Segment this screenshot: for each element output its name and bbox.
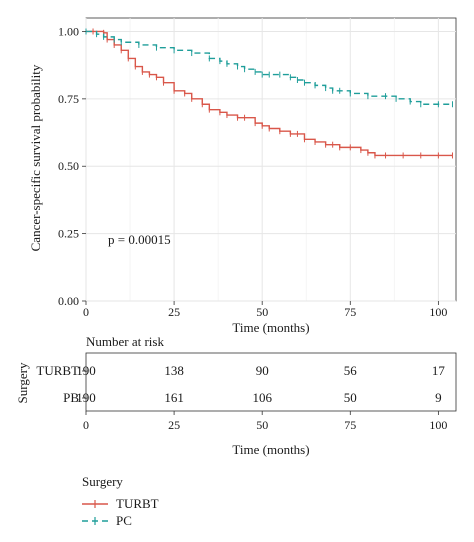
legend-title: Surgery bbox=[82, 474, 123, 489]
risk-x-tick-label: 0 bbox=[83, 418, 89, 432]
risk-table-title: Number at risk bbox=[86, 334, 164, 349]
risk-table-y-label: Surgery bbox=[15, 362, 30, 403]
plot-grid bbox=[85, 18, 456, 302]
risk-row-label-pb: PB bbox=[63, 390, 79, 405]
risk-row-label-turbt: TURBT bbox=[36, 363, 79, 378]
y-axis-ticks: 0.00 0.25 0.50 0.75 1.00 bbox=[58, 24, 86, 308]
x-tick-label: 100 bbox=[429, 305, 447, 319]
x-tick-label: 0 bbox=[83, 305, 89, 319]
risk-table-x-label: Time (months) bbox=[232, 442, 309, 457]
risk-table-border bbox=[85, 352, 457, 412]
y-axis-label: Cancer-specific survival probability bbox=[28, 64, 43, 251]
y-tick-label: 0.25 bbox=[58, 227, 79, 241]
risk-count: 17 bbox=[432, 363, 446, 378]
y-tick-label: 0.75 bbox=[58, 92, 79, 106]
risk-count: 161 bbox=[164, 390, 184, 405]
p-value-annotation: p = 0.00015 bbox=[108, 232, 171, 247]
risk-count: 50 bbox=[344, 390, 357, 405]
risk-count: 9 bbox=[435, 390, 442, 405]
risk-count: 90 bbox=[256, 363, 269, 378]
risk-count: 190 bbox=[76, 363, 96, 378]
risk-x-tick-label: 75 bbox=[344, 418, 356, 432]
risk-count: 190 bbox=[76, 390, 96, 405]
risk-x-tick-label: 25 bbox=[168, 418, 180, 432]
x-tick-label: 25 bbox=[168, 305, 180, 319]
y-tick-label: 0.00 bbox=[58, 294, 79, 308]
legend-items: TURBT PC bbox=[82, 496, 159, 528]
x-tick-label: 50 bbox=[256, 305, 268, 319]
x-tick-label: 75 bbox=[344, 305, 356, 319]
legend: Surgery TURBT PC bbox=[82, 474, 159, 528]
legend-label-pc: PC bbox=[116, 513, 132, 528]
plot-panel-border bbox=[85, 17, 457, 302]
y-tick-label: 1.00 bbox=[58, 24, 79, 38]
x-axis-label: Time (months) bbox=[232, 320, 309, 335]
risk-count: 138 bbox=[164, 363, 184, 378]
x-axis-ticks: 0 25 50 75 100 bbox=[83, 301, 447, 319]
risk-count: 106 bbox=[252, 390, 272, 405]
risk-x-tick-label: 100 bbox=[429, 418, 447, 432]
risk-table-x-ticks: 0 25 50 75 100 bbox=[83, 411, 447, 432]
legend-label-turbt: TURBT bbox=[116, 496, 159, 511]
risk-count: 56 bbox=[344, 363, 358, 378]
risk-x-tick-label: 50 bbox=[256, 418, 268, 432]
survival-plot: 0.00 0.25 0.50 0.75 1.00 0 25 50 75 100 p = 0.00… bbox=[28, 17, 457, 335]
plot-series bbox=[85, 28, 453, 159]
y-tick-label: 0.50 bbox=[58, 159, 79, 173]
